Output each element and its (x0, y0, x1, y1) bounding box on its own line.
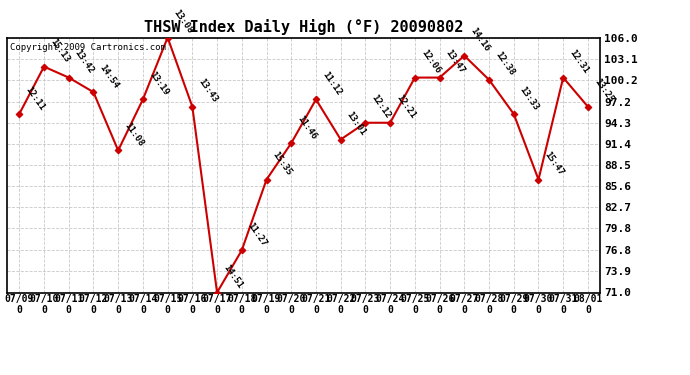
Point (533, 177, 544, 183)
Text: 11:46: 11:46 (295, 114, 318, 141)
Text: 14:54: 14:54 (97, 63, 120, 90)
Text: 13:01: 13:01 (345, 110, 368, 137)
Point (360, 120, 371, 126)
Point (384, 120, 395, 126)
Text: 12:31: 12:31 (567, 48, 590, 75)
Text: 12:21: 12:21 (394, 93, 417, 121)
Point (409, 75, 420, 81)
Point (459, 53, 470, 59)
Point (137, 96, 148, 102)
Text: 11:08: 11:08 (122, 121, 145, 148)
Text: 12:06: 12:06 (419, 48, 442, 75)
Point (558, 75, 569, 81)
Text: 15:13: 15:13 (48, 37, 71, 64)
Point (187, 104, 198, 110)
Text: 13:19: 13:19 (147, 70, 170, 97)
Text: 11:27: 11:27 (246, 221, 268, 248)
Point (236, 247, 247, 253)
Point (63, 75, 75, 81)
Point (39, 64, 50, 70)
Point (434, 75, 445, 81)
Point (484, 77, 495, 83)
Text: 13:25: 13:25 (592, 77, 615, 105)
Point (509, 111, 520, 117)
Point (335, 136, 346, 142)
Text: 15:35: 15:35 (270, 150, 293, 177)
Title: THSW Index Daily High (°F) 20090802: THSW Index Daily High (°F) 20090802 (144, 19, 463, 35)
Text: 13:47: 13:47 (444, 48, 466, 75)
Point (212, 290, 223, 296)
Point (286, 140, 297, 146)
Text: 12:11: 12:11 (23, 85, 46, 112)
Point (88, 89, 99, 95)
Text: 13:43: 13:43 (197, 77, 219, 105)
Text: 14:16: 14:16 (469, 26, 491, 54)
Point (310, 96, 322, 102)
Text: 12:38: 12:38 (493, 50, 516, 78)
Text: 13:08: 13:08 (172, 8, 195, 35)
Text: 15:47: 15:47 (542, 150, 565, 177)
Text: Copyright 2009 Cartronics.com: Copyright 2009 Cartronics.com (10, 43, 166, 52)
Text: 13:42: 13:42 (73, 48, 96, 75)
Point (582, 104, 593, 110)
Point (112, 147, 124, 153)
Text: 13:33: 13:33 (518, 85, 541, 112)
Point (14, 111, 25, 117)
Point (261, 177, 272, 183)
Text: 11:12: 11:12 (320, 70, 343, 97)
Text: 14:51: 14:51 (221, 263, 244, 290)
Text: 12:12: 12:12 (370, 93, 393, 121)
Point (162, 34, 173, 40)
